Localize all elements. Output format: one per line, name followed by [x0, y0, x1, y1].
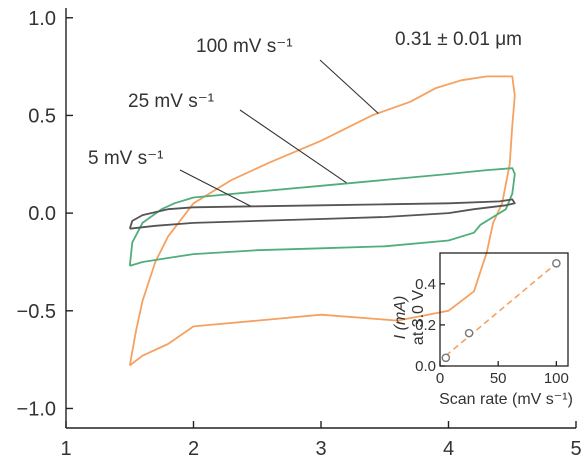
curve-group: [128, 75, 516, 367]
inset-x-tick-label: 100: [544, 370, 569, 387]
inset-data-point: [441, 353, 451, 363]
curve-25-mv-s: [128, 167, 516, 267]
leader-line: [319, 59, 379, 114]
main-tick-group: 1 2 3 4 5 −1.0 −0.5 0.0 0.5 1.0: [17, 8, 582, 460]
inset-y-tick-label: 0.0: [415, 358, 436, 375]
leader-line-group: [179, 59, 379, 207]
inset-data-point: [464, 328, 474, 338]
label-5-mv-s: 5 mV s⁻¹: [88, 148, 163, 169]
y-tick-label: −0.5: [17, 301, 56, 323]
inset-frame: [439, 252, 569, 367]
label-group: 100 mV s⁻¹ 25 mV s⁻¹ 5 mV s⁻¹: [88, 36, 293, 169]
label-100-mv-s: 100 mV s⁻¹: [196, 36, 293, 57]
y-tick-label: 1.0: [28, 8, 56, 30]
label-25-mv-s: 25 mV s⁻¹: [128, 91, 214, 112]
y-tick-label: −1.0: [17, 398, 56, 420]
x-tick-label: 3: [315, 438, 326, 460]
y-tick-label: 0.0: [28, 203, 56, 225]
inset-x-axis-label: Scan rate (mV s⁻¹): [439, 391, 573, 408]
x-tick-label: 1: [60, 438, 71, 460]
leader-line: [179, 169, 252, 207]
leader-line: [239, 109, 347, 184]
inset-fit-line: [445, 262, 557, 357]
x-tick-label: 4: [443, 438, 454, 460]
inset-data-point: [552, 258, 561, 268]
y-tick-label: 0.5: [28, 105, 56, 127]
inset-x-tick-label: 50: [490, 370, 507, 387]
inset-y-axis-sublabel: at 3.0 V: [410, 290, 427, 345]
x-tick-label: 5: [570, 438, 581, 460]
inset-y-tick-label: 0.4: [415, 276, 436, 293]
curve-100-mv-s: [128, 75, 516, 367]
main-axes: [65, 8, 576, 429]
inset-y-tick-label: 0.2: [415, 317, 436, 334]
inset-x-tick-label: 0: [436, 370, 444, 387]
inset-chart: 0 50 100 0.0 0.2 0.4 Scan rate (mV s⁻¹) I (mA) a…: [392, 252, 573, 408]
curve-5-mv-s: [128, 198, 516, 230]
x-tick-label: 2: [188, 438, 199, 460]
inset-y-axis-label: I (mA): [392, 296, 409, 340]
thickness-annotation: 0.31 ± 0.01 μm: [395, 29, 522, 50]
